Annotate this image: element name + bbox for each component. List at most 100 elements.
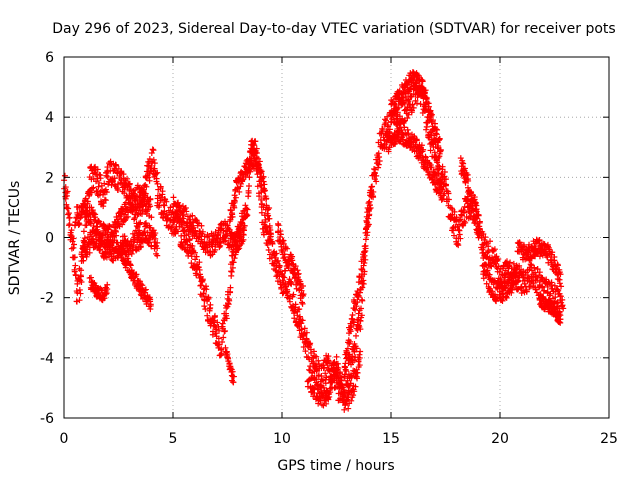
data-point <box>527 261 534 268</box>
data-point <box>379 126 386 133</box>
data-point <box>431 149 438 156</box>
data-point <box>87 229 94 236</box>
data-point <box>167 204 174 211</box>
data-point <box>262 216 269 223</box>
data-point <box>76 297 83 304</box>
data-point <box>244 206 251 213</box>
data-point <box>168 224 175 231</box>
data-point <box>351 348 358 355</box>
data-point <box>371 166 378 173</box>
data-point <box>530 280 537 287</box>
data-point <box>288 279 295 286</box>
data-point <box>146 177 153 184</box>
data-point <box>286 298 293 305</box>
data-point <box>144 174 151 181</box>
data-point <box>217 352 224 359</box>
data-point <box>427 147 434 154</box>
data-point <box>97 175 104 182</box>
data-point <box>160 201 167 208</box>
data-point <box>223 315 230 322</box>
data-point <box>300 330 307 337</box>
data-point <box>303 329 310 336</box>
data-point <box>151 160 158 167</box>
data-point <box>457 216 464 223</box>
data-point <box>376 158 383 165</box>
data-point <box>480 231 487 238</box>
data-point <box>211 312 218 319</box>
data-point <box>450 227 457 234</box>
data-point <box>353 332 360 339</box>
data-point <box>63 204 70 211</box>
data-point <box>433 157 440 164</box>
y-tick-label: -4 <box>40 351 54 367</box>
data-point <box>175 228 182 235</box>
data-point <box>461 209 468 216</box>
data-point <box>96 179 103 186</box>
data-point <box>159 191 166 198</box>
data-point <box>163 198 170 205</box>
data-point <box>212 330 219 337</box>
data-point <box>531 264 538 271</box>
data-point <box>126 181 133 188</box>
data-point <box>552 294 559 301</box>
data-point <box>299 317 306 324</box>
data-point <box>219 320 226 327</box>
data-point <box>78 267 85 274</box>
data-point <box>148 162 155 169</box>
data-point <box>523 288 530 295</box>
data-point <box>154 169 161 176</box>
y-tick-label: 6 <box>45 50 54 66</box>
data-point <box>203 286 210 293</box>
data-point <box>491 246 498 253</box>
data-point <box>282 267 289 274</box>
data-point <box>196 259 203 266</box>
data-point <box>226 297 233 304</box>
data-point <box>227 288 234 295</box>
data-point <box>77 290 84 297</box>
data-point <box>387 118 394 125</box>
data-point <box>121 233 128 240</box>
data-point <box>216 327 223 334</box>
data-point <box>68 227 75 234</box>
data-point <box>161 208 168 215</box>
data-point <box>303 335 310 342</box>
data-point <box>265 246 272 253</box>
data-point <box>245 189 252 196</box>
data-point <box>129 208 136 215</box>
data-point <box>157 185 164 192</box>
data-point <box>307 340 314 347</box>
data-point <box>86 249 93 256</box>
data-point <box>195 264 202 271</box>
data-point <box>92 214 99 221</box>
data-point <box>365 215 372 222</box>
data-point <box>311 353 318 360</box>
y-tick-label: 2 <box>45 170 54 186</box>
data-point <box>66 221 73 228</box>
data-point <box>455 242 462 249</box>
x-tick-label: 0 <box>60 431 69 447</box>
data-point <box>231 255 238 262</box>
data-point <box>554 286 561 293</box>
data-point <box>75 219 82 226</box>
data-point <box>482 239 489 246</box>
data-point <box>296 306 303 313</box>
data-point <box>269 240 276 247</box>
data-point <box>273 250 280 257</box>
x-tick-label: 15 <box>382 431 400 447</box>
data-point <box>82 195 89 202</box>
data-point <box>413 100 420 107</box>
data-point <box>263 223 270 230</box>
y-tick-label: 4 <box>45 110 54 126</box>
data-point <box>278 284 285 291</box>
data-point <box>150 147 157 154</box>
data-point <box>191 249 198 256</box>
data-point <box>539 284 546 291</box>
data-point <box>124 175 131 182</box>
data-point <box>89 207 96 214</box>
data-point <box>86 219 93 226</box>
data-point <box>94 166 101 173</box>
data-point <box>532 286 539 293</box>
chart-title: Day 296 of 2023, Sidereal Day-to-day VTE… <box>52 21 615 37</box>
data-point <box>476 218 483 225</box>
